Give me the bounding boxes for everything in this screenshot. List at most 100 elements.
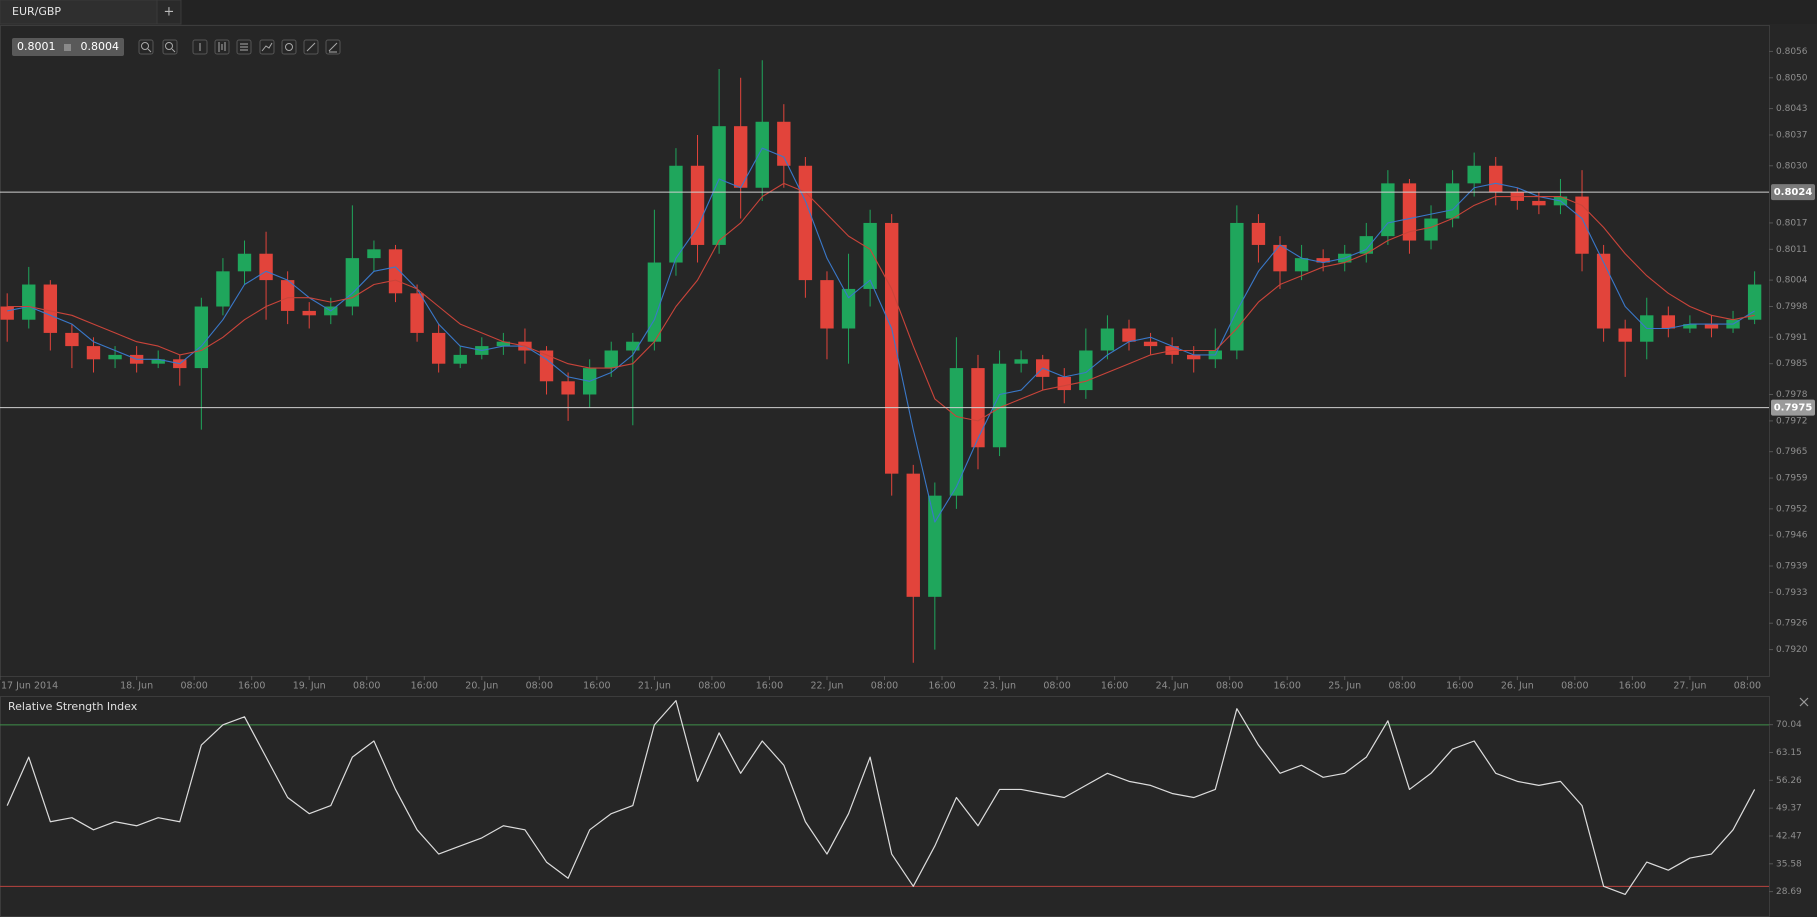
- candle-body: [647, 262, 662, 342]
- candle-body: [539, 350, 554, 382]
- candle-body: [1596, 253, 1611, 329]
- candle-body: [194, 306, 209, 369]
- x-tick-label: 26. Jun: [1501, 681, 1534, 692]
- x-tick-label: 27. Jun: [1673, 681, 1706, 692]
- candle-body: [669, 165, 683, 263]
- x-tick-label: 16:00: [238, 681, 265, 692]
- candle-body: [690, 165, 705, 245]
- x-tick-label: 16:00: [1274, 681, 1301, 692]
- candle-body: [410, 293, 424, 333]
- x-tick-label: 16:00: [1101, 681, 1128, 692]
- candle-body: [1445, 183, 1460, 219]
- candle-body: [1381, 183, 1395, 237]
- rsi-title: Relative Strength Index: [8, 700, 138, 713]
- annotate-button[interactable]: [303, 39, 319, 55]
- x-tick-label: 08:00: [871, 681, 898, 692]
- zoom-out-button[interactable]: [138, 39, 154, 55]
- x-tick-label: 08:00: [1389, 681, 1416, 692]
- candle-body: [216, 271, 230, 307]
- candle-body: [1057, 376, 1071, 391]
- candle-body: [1532, 200, 1546, 206]
- x-tick-label: 16:00: [583, 681, 610, 692]
- toolbar: [138, 39, 341, 55]
- y-tick-label: 0.8056: [1776, 47, 1808, 57]
- candle-body: [237, 253, 252, 272]
- chart-type-button[interactable]: [214, 39, 230, 55]
- price-level-label: 0.8024: [1774, 187, 1813, 198]
- interval-button[interactable]: [192, 39, 208, 55]
- x-tick-label: 16:00: [756, 681, 783, 692]
- add-tab-label[interactable]: +: [164, 5, 175, 20]
- candle-body: [302, 310, 316, 316]
- candle-body: [345, 258, 360, 307]
- candle-body: [841, 288, 856, 329]
- indicators-button[interactable]: [236, 39, 252, 55]
- y-tick-label: 0.8030: [1776, 161, 1808, 171]
- y-tick-label: 0.7972: [1776, 416, 1808, 426]
- candle-body: [992, 363, 1007, 448]
- candle-body: [453, 354, 467, 364]
- rsi-line: [6, 700, 1756, 895]
- y-tick-label: 0.7939: [1776, 562, 1808, 572]
- candle-body: [22, 284, 36, 320]
- y-tick-label: 0.8004: [1776, 276, 1808, 286]
- x-tick-label: 18. Jun: [120, 681, 153, 692]
- y-tick-label: 0.8043: [1776, 104, 1808, 114]
- candle-body: [1467, 165, 1481, 184]
- candle-body: [1359, 236, 1373, 254]
- x-tick-label: 16:00: [411, 681, 438, 692]
- x-tick-label: 08:00: [1216, 681, 1243, 692]
- y-tick-label: 0.7985: [1776, 359, 1808, 369]
- candle-body: [928, 495, 942, 597]
- x-tick-label: 21. Jun: [638, 681, 671, 692]
- close-rsi-button[interactable]: [1799, 697, 1809, 707]
- candle-body: [906, 473, 920, 597]
- candle-body: [1100, 328, 1115, 351]
- candle-body: [1704, 324, 1719, 329]
- candle-body: [1489, 165, 1503, 193]
- candle-body: [1424, 218, 1438, 241]
- y-tick-label: 0.7920: [1776, 645, 1808, 655]
- y-tick-label: 28.69: [1776, 887, 1802, 897]
- y-tick-label: 49.37: [1776, 804, 1802, 814]
- x-tick-label: 08:00: [353, 681, 380, 692]
- candle-body: [431, 332, 446, 364]
- candle-body: [0, 306, 14, 320]
- y-tick-label: 0.8050: [1776, 73, 1808, 83]
- y-tick-label: 0.7946: [1776, 531, 1808, 541]
- pencil-button[interactable]: [325, 39, 341, 55]
- compare-button[interactable]: [259, 39, 275, 55]
- y-tick-label: 0.7998: [1776, 302, 1808, 312]
- x-tick-label: 16:00: [1446, 681, 1473, 692]
- x-tick-label: 08:00: [1043, 681, 1070, 692]
- zoom-in-button[interactable]: [162, 39, 178, 55]
- x-tick-label: 24. Jun: [1156, 681, 1189, 692]
- y-tick-label: 0.7978: [1776, 390, 1808, 400]
- candle-body: [1143, 341, 1158, 347]
- candle-body: [949, 368, 964, 496]
- candle-body: [1079, 350, 1093, 391]
- candle-body: [280, 280, 295, 311]
- candle-body: [151, 359, 165, 364]
- x-tick-label: 22. Jun: [810, 681, 843, 692]
- candle-body: [86, 346, 101, 360]
- x-tick-label: 08:00: [1561, 681, 1588, 692]
- candle-body: [733, 126, 748, 188]
- tab-bar: [0, 0, 1817, 24]
- candle-body: [1187, 354, 1201, 360]
- y-tick-label: 35.58: [1776, 859, 1802, 869]
- candle-body: [65, 332, 79, 347]
- candle-body: [43, 284, 58, 333]
- tab-title[interactable]: EUR/GBP: [12, 5, 61, 18]
- x-tick-label: 16:00: [1619, 681, 1646, 692]
- candle-body: [388, 249, 403, 294]
- y-tick-label: 0.8017: [1776, 218, 1808, 228]
- candle-body: [1014, 359, 1028, 364]
- price-level-tag: [1771, 184, 1815, 201]
- add-tab-button[interactable]: [156, 0, 182, 25]
- candle-body: [1273, 244, 1287, 272]
- y-tick-label: 0.7933: [1776, 588, 1808, 598]
- drawing-button[interactable]: [281, 39, 297, 55]
